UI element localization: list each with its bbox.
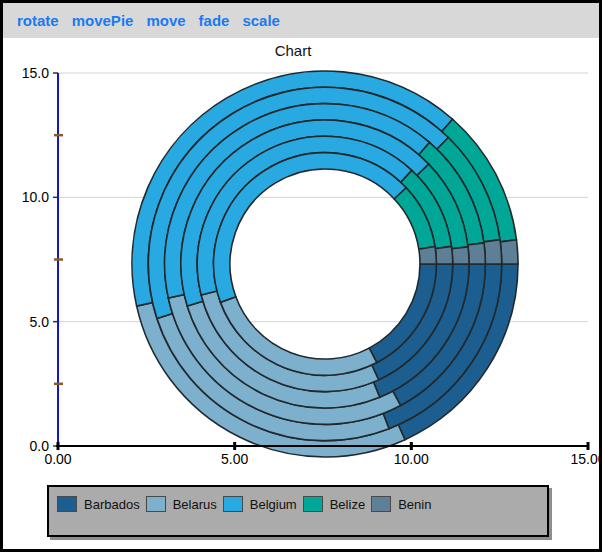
legend-swatch-belarus bbox=[146, 496, 166, 512]
legend-item-belgium[interactable]: Belgium bbox=[223, 496, 297, 512]
legend-swatch-belgium bbox=[223, 496, 243, 512]
donut-chart-plot: 0.05.010.015.00.005.0010.0015.00 bbox=[3, 3, 602, 552]
x-tick-label: 0.00 bbox=[44, 451, 71, 467]
legend-label: Belarus bbox=[173, 497, 217, 512]
legend-swatch-belize bbox=[303, 496, 323, 512]
pie-segment-benin-ring-1[interactable] bbox=[500, 240, 518, 264]
legend-swatch-barbados bbox=[57, 496, 77, 512]
legend-item-belarus[interactable]: Belarus bbox=[146, 496, 217, 512]
legend-item-belize[interactable]: Belize bbox=[303, 496, 365, 512]
legend-item-benin[interactable]: Benin bbox=[371, 496, 431, 512]
legend-item-barbados[interactable]: Barbados bbox=[57, 496, 140, 512]
pie-segment-benin-ring-6[interactable] bbox=[419, 247, 437, 264]
legend-label: Belize bbox=[330, 497, 365, 512]
y-tick-label: 10.0 bbox=[22, 189, 49, 205]
chart-legend: Barbados Belarus Belgium Belize Benin bbox=[47, 485, 549, 537]
pie-segment-benin-ring-4[interactable] bbox=[452, 247, 469, 264]
legend-label: Benin bbox=[398, 497, 431, 512]
legend-swatch-benin bbox=[371, 496, 391, 512]
x-tick-label: 10.00 bbox=[394, 451, 429, 467]
pie-segment-benin-ring-2[interactable] bbox=[484, 240, 502, 264]
pie-segment-benin-ring-5[interactable] bbox=[435, 246, 452, 264]
x-tick-label: 5.00 bbox=[221, 451, 248, 467]
pie-segment-benin-ring-3[interactable] bbox=[468, 243, 486, 264]
legend-label: Barbados bbox=[84, 497, 140, 512]
x-tick-label: 15.00 bbox=[570, 451, 602, 467]
chart-window: rotate movePie move fade scale Chart 0.0… bbox=[0, 0, 602, 552]
y-tick-label: 15.0 bbox=[22, 65, 49, 81]
legend-label: Belgium bbox=[250, 497, 297, 512]
y-tick-label: 5.0 bbox=[30, 314, 50, 330]
